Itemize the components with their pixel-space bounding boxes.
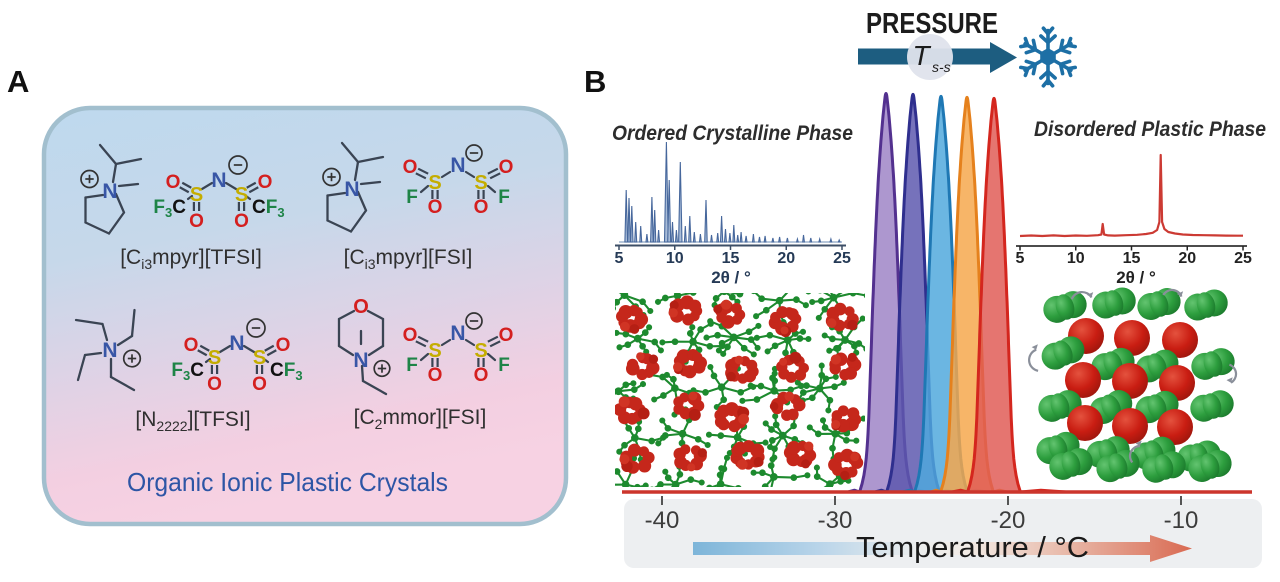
svg-text:O: O xyxy=(234,211,249,232)
svg-text:N: N xyxy=(102,339,117,362)
svg-text:F: F xyxy=(498,355,510,376)
svg-text:5: 5 xyxy=(615,250,624,267)
svg-text:15: 15 xyxy=(722,250,740,267)
svg-text:S: S xyxy=(428,172,441,194)
svg-text:S: S xyxy=(253,347,266,369)
svg-text:O: O xyxy=(166,172,181,193)
svg-text:O: O xyxy=(428,365,443,386)
svg-text:N: N xyxy=(353,349,368,372)
svg-text:2θ / °: 2θ / ° xyxy=(711,268,751,287)
svg-text:S: S xyxy=(474,172,487,194)
svg-text:2θ / °: 2θ / ° xyxy=(1116,268,1156,287)
svg-text:O: O xyxy=(276,335,291,356)
svg-text:B: B xyxy=(584,64,606,99)
svg-text:O: O xyxy=(474,365,489,386)
svg-text:25: 25 xyxy=(1234,250,1252,267)
svg-text:F: F xyxy=(406,355,418,376)
svg-text:10: 10 xyxy=(1067,250,1085,267)
svg-text:A: A xyxy=(7,64,29,99)
svg-text:N: N xyxy=(211,169,226,192)
svg-text:5: 5 xyxy=(1016,250,1025,267)
svg-text:-20: -20 xyxy=(991,507,1026,534)
svg-text:S: S xyxy=(208,347,221,369)
svg-text:20: 20 xyxy=(777,250,795,267)
svg-text:Organic Ionic Plastic Crystals: Organic Ionic Plastic Crystals xyxy=(127,467,448,497)
svg-text:F3C: F3C xyxy=(153,197,186,220)
svg-text:[Ci3mpyr][FSI]: [Ci3mpyr][FSI] xyxy=(344,246,473,272)
svg-text:15: 15 xyxy=(1123,250,1141,267)
svg-text:O: O xyxy=(353,296,369,318)
svg-text:O: O xyxy=(258,172,273,193)
svg-text:CF3: CF3 xyxy=(270,360,303,383)
svg-text:N: N xyxy=(450,322,465,345)
svg-text:N: N xyxy=(344,178,359,201)
svg-text:O: O xyxy=(184,335,199,356)
svg-text:S: S xyxy=(235,184,248,206)
svg-text:S: S xyxy=(428,340,441,362)
svg-text:CF3: CF3 xyxy=(252,197,285,220)
svg-text:N: N xyxy=(450,154,465,177)
svg-text:O: O xyxy=(499,325,514,346)
svg-text:Temperature / °C: Temperature / °C xyxy=(856,532,1089,564)
svg-text:Disordered Plastic Phase: Disordered Plastic Phase xyxy=(1034,118,1266,141)
svg-text:O: O xyxy=(189,211,204,232)
svg-text:T: T xyxy=(912,40,931,71)
svg-text:O: O xyxy=(207,374,222,395)
svg-text:F3C: F3C xyxy=(171,360,204,383)
svg-text:Ordered Crystalline Phase: Ordered Crystalline Phase xyxy=(612,122,853,145)
svg-text:O: O xyxy=(474,197,489,218)
svg-text:O: O xyxy=(428,197,443,218)
svg-text:-10: -10 xyxy=(1164,507,1199,534)
svg-text:[N2222][TFSI]: [N2222][TFSI] xyxy=(135,408,250,434)
svg-text:O: O xyxy=(499,157,514,178)
svg-text:S: S xyxy=(190,184,203,206)
svg-text:25: 25 xyxy=(833,250,851,267)
svg-text:O: O xyxy=(403,157,418,178)
svg-text:s-s: s-s xyxy=(932,59,951,75)
svg-text:[C2mmor][FSI]: [C2mmor][FSI] xyxy=(354,406,487,432)
svg-text:20: 20 xyxy=(1178,250,1196,267)
svg-text:N: N xyxy=(102,180,117,203)
svg-text:F: F xyxy=(498,187,510,208)
svg-text:10: 10 xyxy=(666,250,684,267)
svg-text:-40: -40 xyxy=(645,507,680,534)
svg-text:N: N xyxy=(229,332,244,355)
svg-text:F: F xyxy=(406,187,418,208)
svg-text:O: O xyxy=(252,374,267,395)
svg-text:O: O xyxy=(403,325,418,346)
svg-text:S: S xyxy=(474,340,487,362)
svg-text:-30: -30 xyxy=(818,507,853,534)
